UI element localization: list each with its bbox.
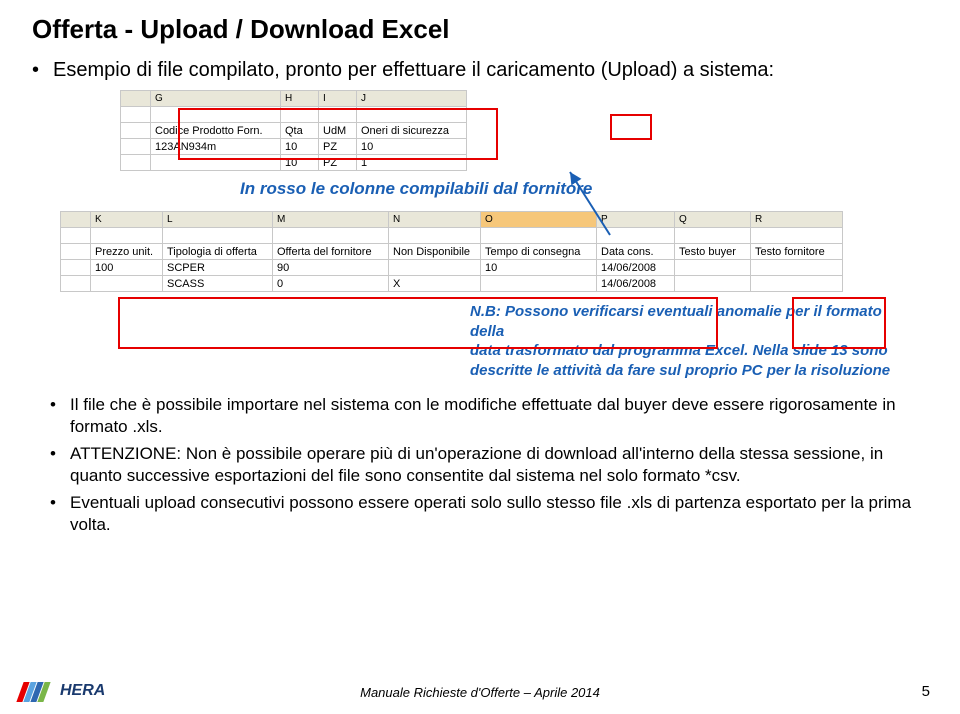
column-header: Qta [281,123,319,139]
col-letter: L [163,212,273,228]
col-letter: O [481,212,597,228]
cell: 10 [357,139,467,155]
page-title: Offerta - Upload / Download Excel [0,0,960,45]
excel-table-top: GHIJ Codice Prodotto Forn.QtaUdMOneri di… [120,90,467,171]
note-line-2: data trasformato dal programma Excel. Ne… [470,341,920,361]
cell [91,276,163,292]
cell [481,276,597,292]
col-letter: R [751,212,843,228]
cell: 1 [357,155,467,171]
red-caption: In rosso le colonne compilabili dal forn… [0,171,960,203]
bullet-item: Il file che è possibile importare nel si… [50,394,920,439]
column-header: Tipologia di offerta [163,244,273,260]
column-header: Data cons. [597,244,675,260]
column-header: Testo fornitore [751,244,843,260]
cell: 100 [91,260,163,276]
col-letter: I [319,91,357,107]
cell [675,260,751,276]
col-letter: H [281,91,319,107]
cell: X [389,276,481,292]
note-box: N.B: Possono verificarsi eventuali anoma… [0,292,960,380]
note-line-1: N.B: Possono verificarsi eventuali anoma… [470,302,920,341]
col-letter: N [389,212,481,228]
footer: HERA Manuale Richieste d'Offerte – April… [0,678,960,706]
footer-doc-title: Manuale Richieste d'Offerte – Aprile 201… [0,685,960,700]
cell: 10 [281,139,319,155]
intro-line: • Esempio di file compilato, pronto per e… [0,45,960,82]
bullet-item: ATTENZIONE: Non è possibile operare più … [50,443,920,488]
column-header: Testo buyer [675,244,751,260]
note-line-3: descritte le attività da fare sul propri… [470,361,920,381]
col-letter: Q [675,212,751,228]
column-header: Non Disponibile [389,244,481,260]
cell: 123AN934m [151,139,281,155]
column-header: Offerta del fornitore [273,244,389,260]
cell: 0 [273,276,389,292]
page-number: 5 [922,683,930,700]
cell: PZ [319,155,357,171]
col-letter: M [273,212,389,228]
highlight-box [610,114,652,140]
cell [389,260,481,276]
cell: 90 [273,260,389,276]
excel-bottom-wrap: KLMNOPQR Prezzo unit.Tipologia di offert… [60,211,900,292]
intro-text: Esempio di file compilato, pronto per ef… [53,59,774,81]
column-header: Tempo di consegna [481,244,597,260]
cell: SCPER [163,260,273,276]
column-header: UdM [319,123,357,139]
body-bullets: Il file che è possibile importare nel si… [0,380,960,537]
col-letter: G [151,91,281,107]
bullet-dot: • [32,59,39,81]
excel-table-bottom: KLMNOPQR Prezzo unit.Tipologia di offert… [60,211,843,292]
cell: 10 [281,155,319,171]
bullet-item: Eventuali upload consecutivi possono ess… [50,492,920,537]
cell: 14/06/2008 [597,260,675,276]
cell [751,260,843,276]
col-letter: P [597,212,675,228]
col-letter: K [91,212,163,228]
cell: 14/06/2008 [597,276,675,292]
cell [675,276,751,292]
column-header: Codice Prodotto Forn. [151,123,281,139]
cell [151,155,281,171]
cell: 10 [481,260,597,276]
cell: PZ [319,139,357,155]
cell [751,276,843,292]
excel-top-wrap: GHIJ Codice Prodotto Forn.QtaUdMOneri di… [120,90,680,171]
col-letter: J [357,91,467,107]
column-header: Oneri di sicurezza [357,123,467,139]
cell: SCASS [163,276,273,292]
column-header: Prezzo unit. [91,244,163,260]
